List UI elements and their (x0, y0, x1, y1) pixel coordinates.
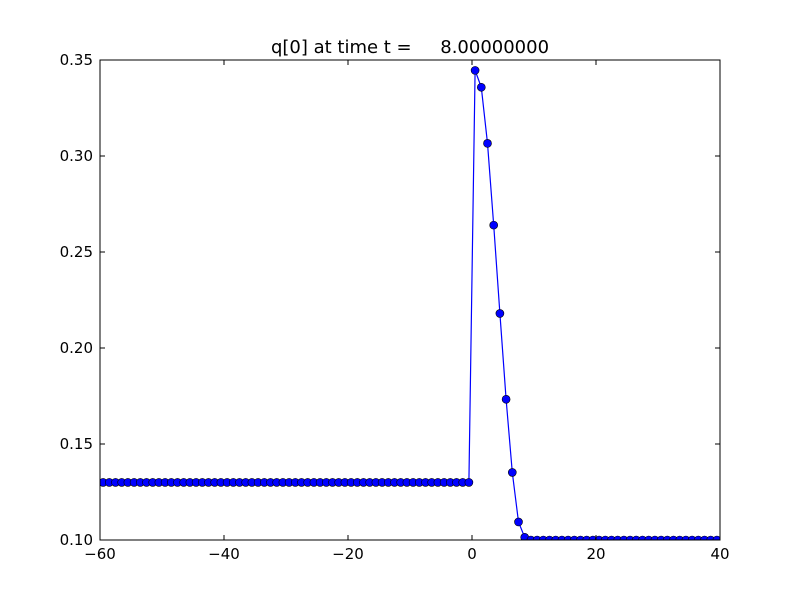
data-point (594, 535, 604, 540)
data-point (588, 535, 598, 540)
data-point (526, 535, 536, 540)
data-point (563, 535, 573, 540)
y-tick-label: 0.35 (60, 51, 93, 69)
data-point (582, 535, 591, 540)
data-point (638, 535, 647, 540)
x-tick-label: 40 (710, 545, 729, 563)
x-tick-label: 20 (586, 545, 605, 563)
data-point (489, 220, 499, 230)
data-point (694, 535, 703, 540)
data-point (539, 535, 548, 540)
x-tick-label: 0 (467, 545, 477, 563)
data-point (656, 535, 666, 540)
data-point (470, 66, 480, 75)
y-tick-label: 0.10 (60, 531, 93, 549)
data-point (464, 478, 474, 487)
data-point (570, 535, 579, 540)
data-point (663, 535, 672, 540)
data-point (557, 535, 567, 540)
data-point (576, 535, 585, 540)
chart-title: q[0] at time t = 8.00000000 (271, 37, 549, 58)
data-point (476, 82, 486, 92)
data-point (545, 535, 554, 540)
data-point (675, 535, 684, 540)
x-tick-label: −40 (208, 545, 240, 563)
data-point (483, 139, 492, 148)
data-point (650, 535, 660, 540)
x-tick-label: −20 (332, 545, 364, 563)
data-point (551, 535, 560, 540)
data-point (495, 309, 505, 318)
data-point (613, 535, 622, 540)
data-point (501, 394, 511, 404)
data-point (532, 535, 542, 540)
data-point (625, 535, 635, 540)
y-tick-label: 0.20 (60, 339, 93, 357)
data-point (632, 535, 641, 540)
y-tick-label: 0.25 (60, 243, 93, 261)
data-point (712, 535, 720, 540)
data-point (644, 535, 653, 540)
axes: −60 −40 −20 0 20 40 0.10 0.15 0.20 0.25 0.30 0.35 (60, 51, 730, 563)
data-point (601, 535, 610, 540)
data-point (687, 535, 697, 540)
plot-area (100, 66, 720, 540)
data-point (669, 535, 678, 540)
data-point (700, 535, 709, 540)
y-tick-label: 0.15 (60, 435, 93, 453)
data-point (706, 535, 715, 540)
data-point (681, 535, 691, 540)
data-point (514, 517, 523, 527)
data-point (607, 535, 616, 540)
x-tick-label: −60 (84, 545, 116, 563)
axes-frame (99, 59, 721, 541)
y-tick-label: 0.30 (60, 147, 93, 165)
data-point (507, 468, 517, 477)
data-point (619, 535, 629, 540)
